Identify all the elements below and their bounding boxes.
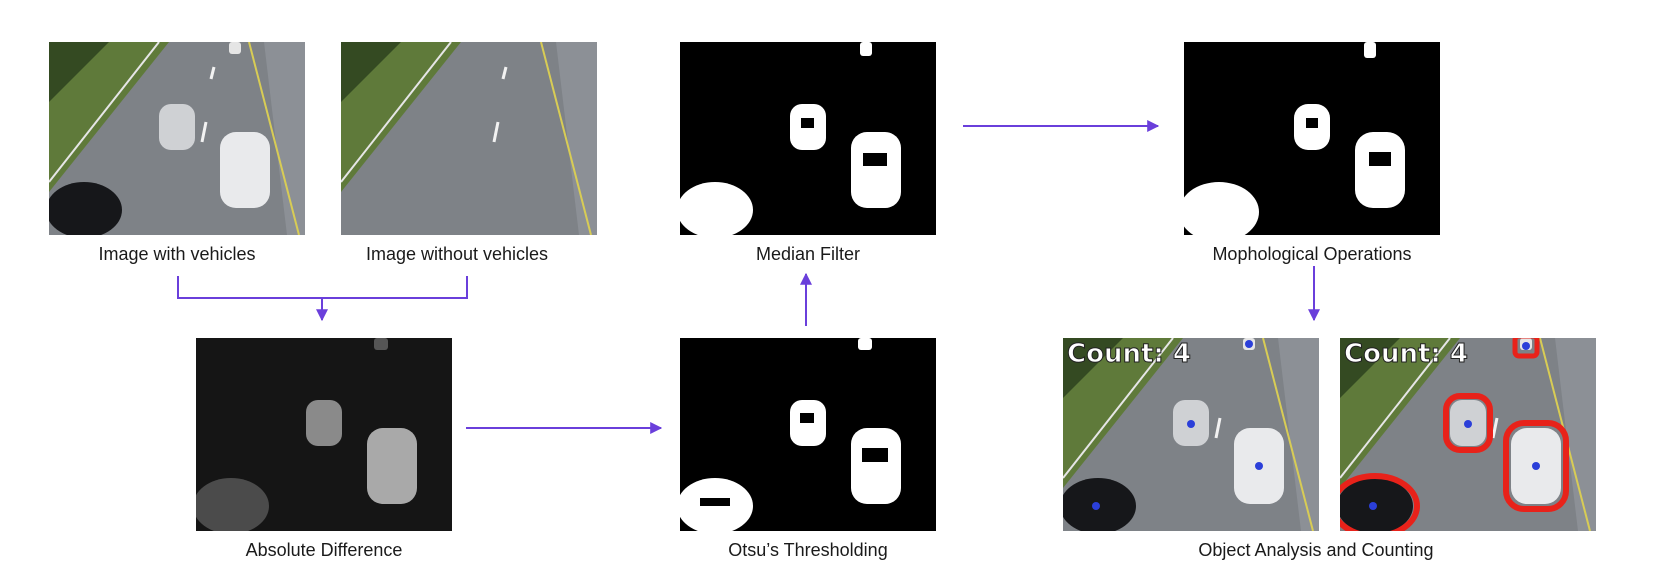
contour-outline [1340,473,1420,531]
centroid-marker [1245,340,1253,348]
caption-image-without-vehicles: Image without vehicles [365,244,549,264]
caption-image-with-vehicles: Image with vehicles [98,244,256,264]
otsu-threshold-image [680,338,936,531]
centroid-marker [1464,420,1472,428]
caption-object-analysis: Object Analysis and Counting [1198,540,1434,560]
object-analysis-centroids-image: Count: 4 [1063,338,1319,531]
caption-morph: Mophological Operations [1212,244,1412,264]
absolute-difference-image [196,338,452,531]
contour-outline [1443,393,1493,453]
contour-outline [1503,420,1569,512]
contour-outline [1512,338,1540,359]
object-analysis-contours-image: Count: 4 [1340,338,1596,531]
caption-median: Median Filter [755,244,861,264]
merge-bracket-connector [177,276,468,299]
median-filter-image [680,42,936,235]
image-without-vehicles [341,42,597,235]
morphological-operations-image [1184,42,1440,235]
image-with-vehicles [49,42,305,235]
centroid-marker [1255,462,1263,470]
count-label-b: Count: 4 [1344,339,1468,369]
centroid-marker [1532,462,1540,470]
centroid-marker [1369,502,1377,510]
count-label-a: Count: 4 [1067,339,1191,369]
caption-otsu: Otsu’s Thresholding [728,540,888,560]
caption-absolute-difference: Absolute Difference [245,540,403,560]
centroid-marker [1522,342,1530,350]
centroid-marker [1092,502,1100,510]
centroid-marker [1187,420,1195,428]
